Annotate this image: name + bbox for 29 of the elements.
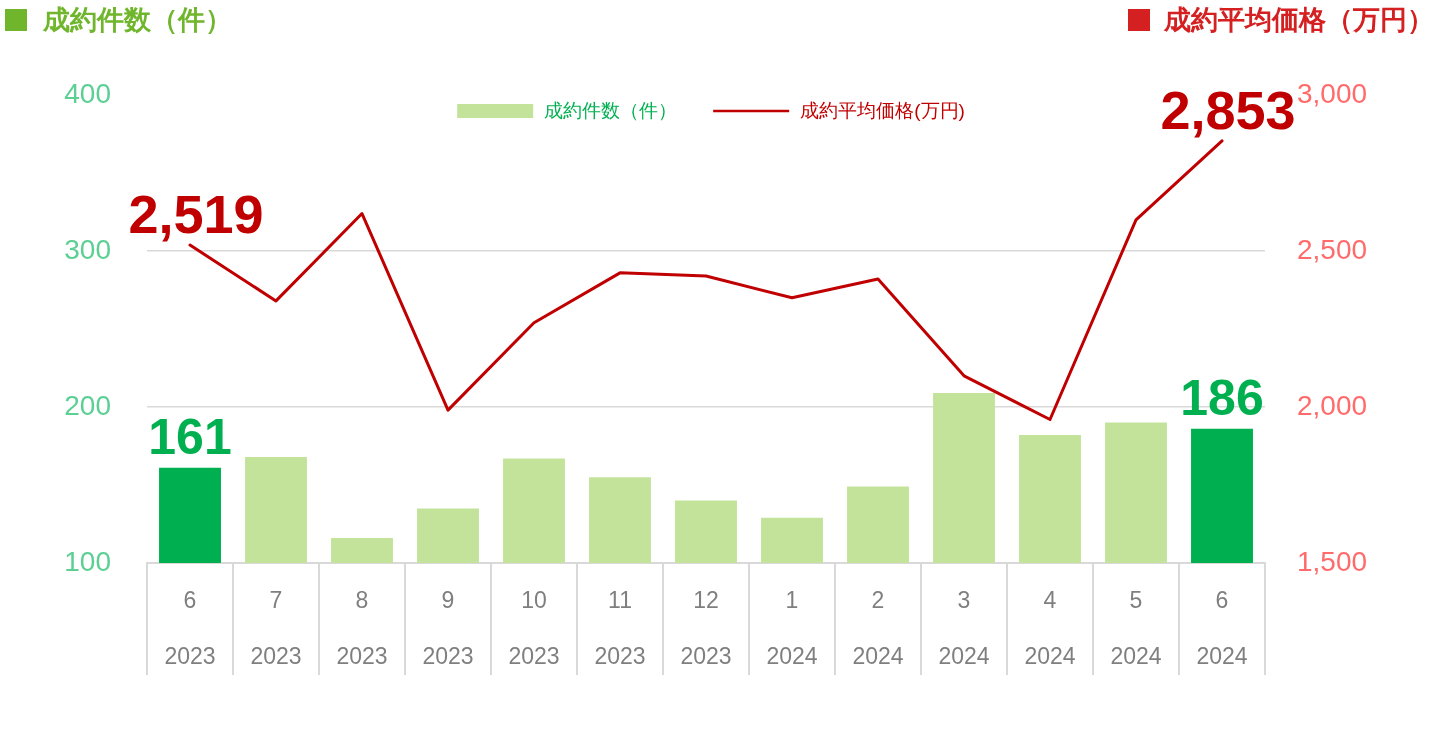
category-label: 11 2023 (594, 586, 646, 669)
data-label: 186 (1180, 369, 1264, 426)
category-label: 7 2023 (250, 586, 302, 669)
category-label: 10 2023 (508, 586, 560, 669)
y-tick-label: 200 (64, 389, 111, 421)
y2-tick-label: 2,500 (1297, 233, 1368, 265)
legend-label: 成約平均価格(万円) (800, 100, 965, 122)
y-tick-label: 300 (64, 233, 111, 265)
category-label: 4 2024 (1024, 586, 1076, 669)
legend-label: 成約件数（件） (544, 100, 678, 122)
y2-axis-title: 成約平均価格（万円） (1164, 3, 1434, 37)
category-label: 8 2023 (336, 586, 388, 669)
y-tick-label: 100 (64, 545, 111, 577)
data-label: 2,853 (1160, 79, 1296, 140)
y2-tick-label: 3,000 (1297, 77, 1368, 109)
data-label: 161 (148, 408, 232, 465)
category-label: 12 2023 (680, 586, 732, 669)
category-label: 3 2024 (938, 586, 990, 669)
category-label: 6 2023 (164, 586, 216, 669)
y-tick-label: 400 (64, 77, 111, 109)
category-label: 5 2024 (1110, 586, 1162, 669)
category-label: 9 2023 (422, 586, 474, 669)
y-axis-title: 成約件数（件） (43, 3, 232, 37)
y2-tick-label: 1,500 (1297, 545, 1368, 577)
category-label: 1 2024 (766, 586, 818, 669)
data-label: 2,519 (128, 184, 264, 245)
category-label: 2 2024 (852, 586, 904, 669)
y2-tick-label: 2,000 (1297, 389, 1368, 421)
category-label: 6 2024 (1196, 586, 1248, 669)
